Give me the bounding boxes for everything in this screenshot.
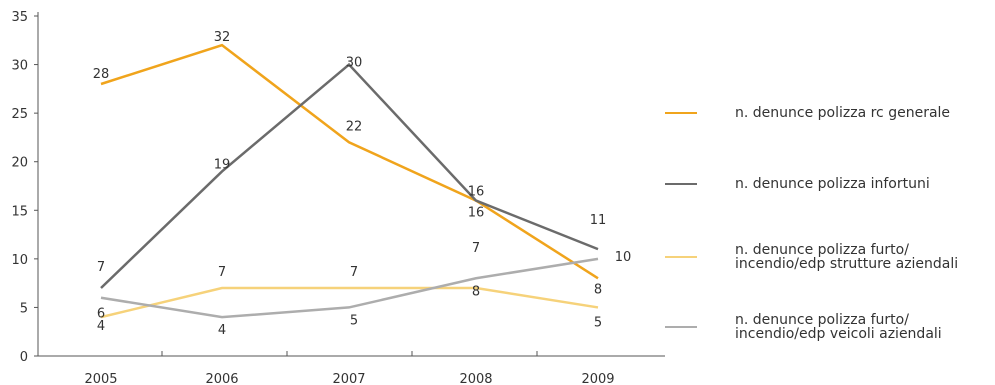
data-label: 4 [218,323,226,338]
legend-item-strutture: n. denunce polizza furto/ incendio/edp s… [665,243,958,271]
y-tick-label: 10 [11,253,28,268]
series-line-3 [100,257,599,319]
data-label: 30 [346,56,363,71]
series-line-1 [100,62,599,289]
y-tick-label: 15 [11,204,28,219]
x-tick-label: 2005 [84,372,117,385]
data-label: 8 [472,284,480,299]
data-label: 22 [346,119,363,134]
legend-item-rc-generale: n. denunce polizza rc generale [665,106,950,120]
y-tick-label: 25 [11,107,28,122]
data-label: 28 [93,67,110,82]
line-chart: 0 5 10 15 20 25 30 35 2005 2006 2007 2008 2009 28 32 2… [11,10,665,385]
data-label: 5 [594,315,602,330]
x-tick-label: 2007 [332,372,365,385]
data-label: 7 [472,241,480,256]
data-label: 5 [350,313,358,328]
chart-axes: 0 5 10 15 20 25 30 35 2005 2006 2007 2008 2009 [11,10,665,385]
data-label: 7 [350,265,358,280]
legend-swatch-infortuni [665,183,697,185]
data-label: 19 [214,157,231,172]
data-label: 7 [97,260,105,275]
y-tick-label: 20 [11,156,28,171]
chart-legend: n. denunce polizza rc generale n. denunc… [665,0,995,385]
series-line-0 [100,43,599,280]
y-tick-label: 30 [11,59,28,74]
x-tick-label: 2008 [459,372,492,385]
legend-label-strutture: n. denunce polizza furto/ incendio/edp s… [735,242,959,272]
y-tick-label: 0 [20,350,28,365]
data-label: 32 [214,30,231,45]
data-label: 8 [594,282,602,297]
legend-swatch-strutture [665,256,697,258]
y-tick-label: 35 [11,10,28,25]
x-tick-label: 2006 [205,372,238,385]
legend-label-infortuni: n. denunce polizza infortuni [735,176,930,192]
legend-label-rc-generale: n. denunce polizza rc generale [735,105,951,121]
legend-swatch-veicoli [665,326,697,328]
data-label: 16 [468,185,485,200]
data-label: 10 [615,250,632,265]
x-tick-label: 2009 [581,372,614,385]
data-label: 7 [218,265,226,280]
series-lines [100,43,599,319]
legend-item-veicoli: n. denunce polizza furto/ incendio/edp v… [665,313,942,341]
data-label: 6 [97,307,105,322]
series-line-2 [100,286,599,319]
legend-item-infortuni: n. denunce polizza infortuni [665,177,930,191]
data-label: 16 [468,206,485,221]
legend-label-veicoli: n. denunce polizza furto/ incendio/edp v… [735,312,942,342]
y-tick-label: 5 [20,301,28,316]
data-label: 4 [97,319,105,334]
data-label: 11 [590,213,607,228]
legend-swatch-rc-generale [665,112,697,114]
